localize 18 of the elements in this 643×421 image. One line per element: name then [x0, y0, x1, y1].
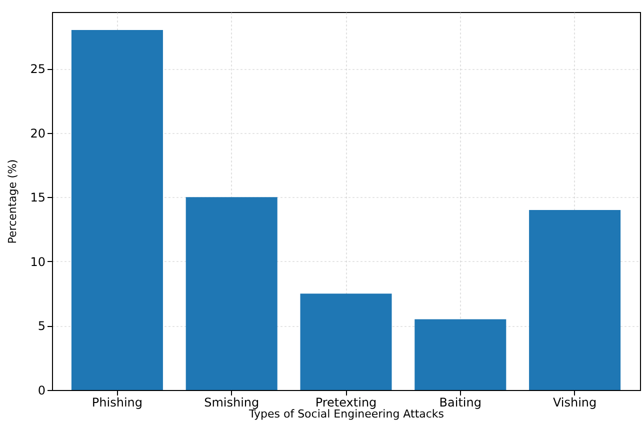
y-tick-label: 0	[38, 384, 46, 398]
y-tick-label: 25	[30, 62, 46, 76]
y-tick-label: 10	[30, 254, 46, 269]
x-tick-label: Smishing	[204, 396, 260, 410]
x-axis-title: Types of Social Engineering Attacks	[248, 408, 444, 420]
x-tick-label: Vishing	[552, 396, 597, 410]
bar	[186, 197, 278, 390]
x-tick-label: Pretexting	[315, 396, 377, 410]
bar	[414, 319, 506, 390]
y-tick-label: 20	[30, 126, 46, 140]
y-tick-label: 15	[30, 190, 46, 205]
y-axis-title: Percentage (%)	[6, 159, 20, 244]
y-tick-label: 5	[38, 319, 46, 334]
bar	[529, 210, 621, 390]
x-tick-label: Phishing	[92, 396, 143, 410]
x-tick-label: Baiting	[439, 396, 482, 410]
bar	[71, 30, 163, 390]
bar	[300, 294, 392, 390]
